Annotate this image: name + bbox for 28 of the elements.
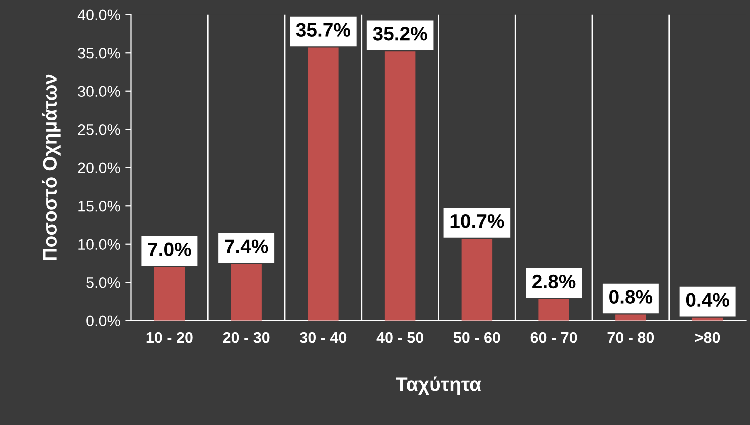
x-tick-label: 50 - 60	[454, 332, 500, 344]
data-label: 7.0%	[148, 242, 192, 257]
data-label: 0.4%	[686, 293, 730, 308]
y-tick-label: 10.0%	[78, 239, 120, 250]
x-tick-label: 20 - 30	[223, 332, 270, 344]
y-tick-label: 5.0%	[86, 277, 120, 288]
data-label: 10.7%	[450, 214, 504, 228]
y-tick-label: 40.0%	[78, 10, 120, 21]
y-tick-label: 30.0%	[78, 86, 120, 98]
x-tick-label: 10 - 20	[146, 332, 193, 344]
y-tick-label: 0.0%	[86, 316, 120, 327]
y-axis-title: Ποσοστό Οχημάτων	[42, 74, 61, 260]
y-tick-label: 15.0%	[78, 200, 120, 212]
x-tick-label: >80	[695, 332, 720, 344]
data-label: 7.4%	[225, 240, 268, 254]
x-tick-label: 70 - 80	[608, 332, 654, 344]
data-label: 35.7%	[296, 23, 350, 38]
y-tick-label: 35.0%	[78, 48, 120, 59]
x-tick-label: 60 - 70	[530, 332, 578, 344]
data-label: 0.8%	[610, 290, 653, 304]
x-axis-title: Ταχύτητα	[396, 376, 482, 396]
data-label: 2.8%	[532, 274, 576, 289]
y-tick-label: 20.0%	[78, 162, 120, 174]
y-tick-label: 25.0%	[78, 124, 120, 136]
x-tick-label: 30 - 40	[300, 332, 347, 344]
x-tick-label: 40 - 50	[376, 332, 424, 344]
data-label: 35.2%	[373, 27, 428, 41]
bar	[616, 314, 646, 321]
